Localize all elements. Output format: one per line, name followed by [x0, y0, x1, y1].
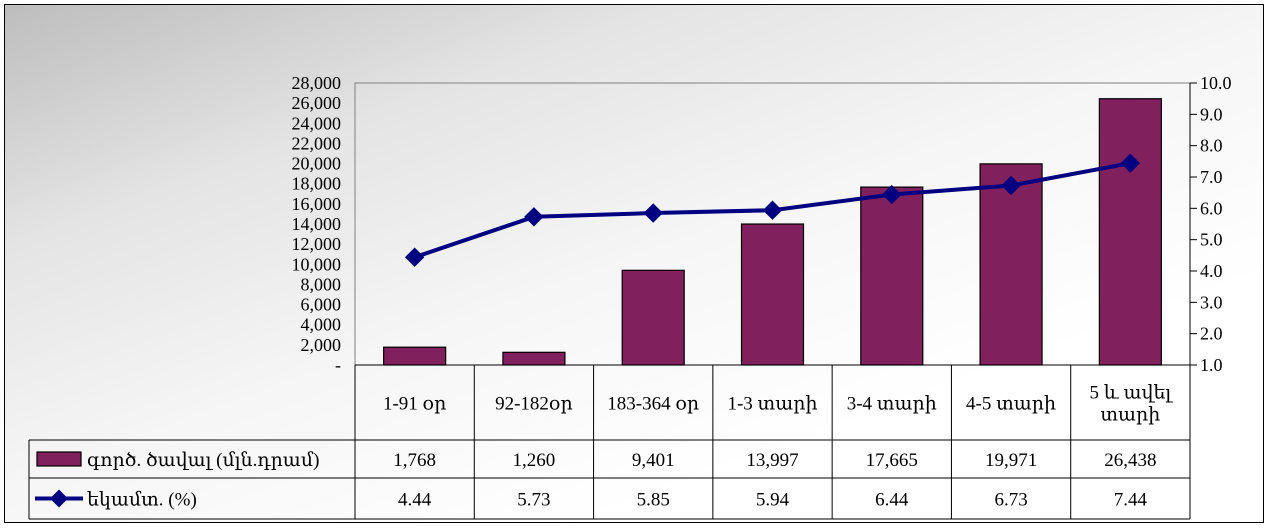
bar-value-label: 1,768: [393, 450, 436, 471]
left-tick-label: 10,000: [292, 254, 342, 274]
left-tick-label: 8,000: [301, 274, 342, 294]
left-tick-label: 22,000: [292, 133, 342, 153]
right-tick-label: 6.0: [1200, 198, 1223, 218]
legend-label-line: եկամտ. (%): [87, 490, 197, 511]
left-tick-label: 4,000: [301, 315, 342, 335]
category-label: 92-182օր: [495, 394, 573, 415]
bar-value-label: 9,401: [632, 450, 675, 471]
left-tick-label: 14,000: [292, 214, 342, 234]
bar: [383, 346, 447, 366]
right-tick-label: 10.0: [1200, 73, 1232, 93]
line-value-label: 4.44: [398, 490, 432, 511]
line-point: [1120, 153, 1141, 173]
right-tick-label: 5.0: [1200, 230, 1223, 250]
combo-chart: -2,0004,0006,0008,00010,00012,00014,0001…: [28, 73, 1232, 520]
line-point: [643, 203, 663, 223]
bar: [860, 186, 924, 366]
right-tick-label: 7.0: [1200, 167, 1223, 187]
data-table-group: 1-91 օր 92-182օր 183-364 օր 1-3 տարի 3-4 տար…: [28, 364, 1191, 520]
category-label: 4-5 տարի: [966, 394, 1056, 415]
line-value-label: 5.94: [756, 490, 790, 511]
category-label: 183-364 օր: [607, 394, 699, 415]
line-point: [404, 247, 425, 267]
bar: [740, 223, 805, 366]
right-tick-label: 1.0: [1200, 355, 1223, 375]
left-tick-label: 24,000: [292, 113, 342, 133]
right-tick-label: 3.0: [1200, 292, 1223, 312]
line-point: [762, 200, 783, 220]
category-label: 5 և ավել: [1090, 383, 1174, 404]
line-value-label: 7.44: [1114, 490, 1148, 511]
right-tick-label: 9.0: [1200, 104, 1223, 124]
bar: [979, 163, 1043, 366]
bar-value-label: 19,971: [985, 450, 1037, 471]
left-tick-label: 26,000: [292, 93, 342, 113]
category-label: 3-4 տարի: [847, 394, 937, 415]
right-tick-label: 4.0: [1200, 261, 1223, 281]
axes-group: -2,0004,0006,0008,00010,00012,00014,0001…: [292, 73, 1232, 375]
line-value-label: 5.85: [637, 490, 670, 511]
bar-value-label: 1,260: [513, 450, 556, 471]
left-tick-label: 28,000: [292, 73, 342, 93]
bar: [1098, 98, 1162, 366]
line-point: [1001, 175, 1021, 196]
left-tick-label: 12,000: [292, 234, 342, 254]
bar: [502, 351, 566, 366]
left-tick-label: 2,000: [301, 335, 342, 355]
category-label: 1-91 օր: [383, 394, 446, 415]
left-tick-label: -: [335, 355, 341, 375]
left-tick-label: 6,000: [301, 295, 342, 315]
bar-value-label: 13,997: [746, 450, 798, 471]
legend-key-bar: [36, 451, 82, 467]
line-point: [882, 184, 902, 205]
bar: [621, 269, 685, 366]
left-tick-label: 16,000: [292, 194, 342, 214]
chart-frame: -2,000 4,000 6,000 8,000 10,000 12,000 14,000 1…: [4, 4, 1264, 523]
line-group: [404, 153, 1141, 267]
left-tick-label: 18,000: [292, 174, 342, 194]
right-tick-label: 2.0: [1200, 324, 1223, 344]
left-tick-label: 20,000: [292, 154, 342, 174]
bars-group: [383, 98, 1162, 366]
category-label: տարի: [1100, 405, 1160, 426]
legend-label-bar: գործ. ծավալ (մլն.դրամ): [87, 450, 319, 471]
line-value-label: 6.73: [994, 490, 1027, 511]
legend-key-marker: [50, 489, 68, 508]
line-point: [524, 207, 544, 227]
right-tick-label: 8.0: [1200, 136, 1223, 156]
line-value-label: 6.44: [875, 490, 909, 511]
line-value-label: 5.73: [517, 490, 550, 511]
bar-value-label: 26,438: [1104, 450, 1156, 471]
bar-value-label: 17,665: [866, 450, 918, 471]
category-label: 1-3 տարի: [727, 394, 817, 415]
